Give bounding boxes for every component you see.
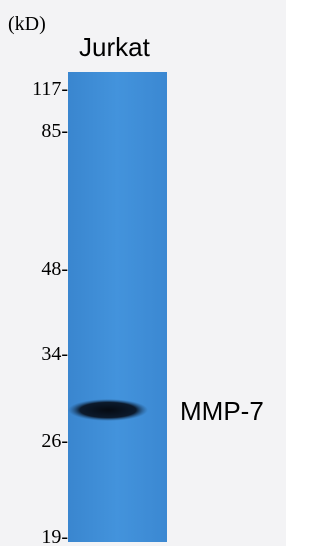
marker-label: 26-: [41, 430, 68, 452]
marker-label: 48-: [41, 258, 68, 280]
unit-label: (kD): [8, 13, 46, 35]
marker-label: 19-: [41, 526, 68, 546]
blot-figure: (kD) Jurkat MMP-7 117- 85- 48- 34- 26- 19-: [0, 0, 286, 546]
marker-label: 85-: [41, 120, 68, 142]
marker-label: 117-: [32, 78, 68, 100]
blot-lane: [68, 72, 167, 542]
page: (kD) Jurkat MMP-7 117-85-48-34-26-19- ((…: [0, 0, 286, 546]
lane-label: Jurkat: [79, 32, 151, 62]
protein-band: [68, 399, 148, 421]
band-label: MMP-7: [180, 396, 264, 426]
marker-label: 34-: [41, 343, 68, 365]
